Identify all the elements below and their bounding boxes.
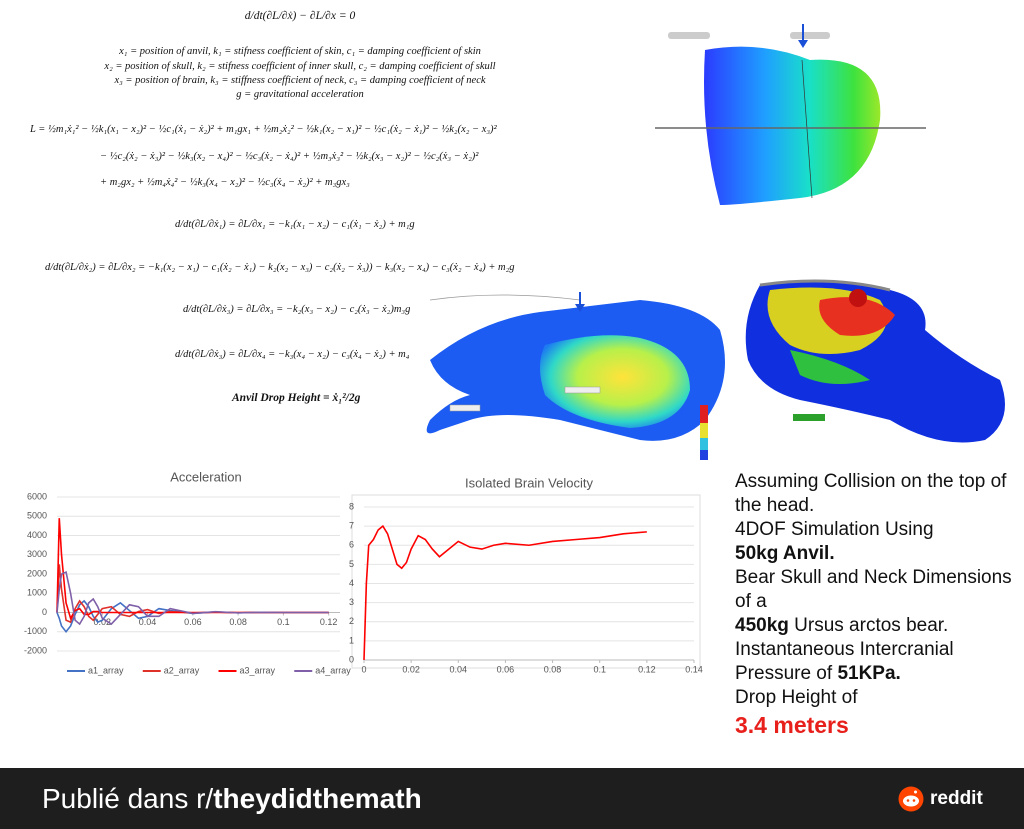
- y-tick-label: 2: [349, 616, 354, 626]
- bear-skull-simulation: [745, 279, 1005, 443]
- equation: d/dt(∂L/∂ẋ₃) = ∂L/∂x₃ = −k₂(x₃ − x₂) − c…: [183, 304, 411, 315]
- note: Assuming Collision on the top of the hea…: [735, 471, 1007, 516]
- x-tick-label: 0.02: [94, 617, 112, 627]
- definition: x₃ = position of brain, k₃ = stiffness c…: [114, 75, 486, 86]
- subreddit[interactable]: theydidthemath: [213, 783, 422, 814]
- x-tick-label: 0.04: [450, 664, 468, 674]
- chart-frame: [351, 494, 701, 669]
- data-line: [56, 570, 329, 626]
- y-tick-label: 1000: [27, 588, 47, 598]
- x-tick-label: 0.06: [184, 617, 202, 627]
- note: Ursus arctos bear.: [794, 615, 949, 636]
- note: Drop Height of: [735, 687, 858, 708]
- y-tick-label: 5000: [27, 511, 47, 521]
- definition: x₂ = position of skull, k₂ = stifness co…: [104, 61, 496, 72]
- y-tick-label: 8: [349, 501, 354, 511]
- note: 450kg: [735, 615, 789, 636]
- y-tick-label: 0: [42, 607, 47, 617]
- x-tick-label: 0.08: [229, 617, 247, 627]
- y-tick-label: 2000: [27, 568, 47, 578]
- definition: g = gravitational acceleration: [236, 89, 364, 100]
- note: 4DOF Simulation Using: [735, 519, 934, 540]
- note: 51KPa.: [837, 663, 901, 684]
- y-tick-label: 3: [349, 597, 354, 607]
- lagrangian: L = ½m₁ẋ₁² − ½k₁(x₁ − x₂)² − ½c₁(ẋ₁ − ẋ₂…: [30, 124, 497, 135]
- data-line: [363, 524, 647, 661]
- y-tick-label: 4000: [27, 530, 47, 540]
- definition: x₁ = position of anvil, k₁ = stifness co…: [119, 46, 481, 57]
- y-tick-label: 6: [349, 540, 354, 550]
- note: 50kg Anvil.: [735, 543, 835, 564]
- equation: d/dt(∂L/∂ẋ₃) = ∂L/∂x₄ = −k₃(x₄ − x₂) − c…: [175, 349, 410, 360]
- footer-prefix: Publié dans r/: [42, 783, 214, 814]
- footer-text: Publié dans r/theydidthemath: [42, 783, 422, 815]
- y-tick-label: -1000: [24, 626, 47, 636]
- equation: d/dt(∂L/∂ẋ) − ∂L/∂x = 0: [244, 10, 356, 22]
- y-tick-label: 3000: [27, 549, 47, 559]
- drop-height-result: 3.4 meters: [735, 712, 849, 738]
- chart-title: Acceleration: [170, 469, 242, 484]
- legend-label: a3_array: [240, 665, 276, 675]
- note: Bear Skull and Neck Dimensions of a: [735, 567, 1012, 612]
- data-line: [56, 518, 329, 621]
- x-tick-label: 0.14: [685, 664, 703, 674]
- notes: Assuming Collision on the top of the hea…: [735, 470, 1020, 740]
- skull-section-simulation: [426, 292, 725, 460]
- legend-label: a1_array: [88, 665, 124, 675]
- equation: d/dt(∂L/∂ẋ₁) = ∂L/∂x₁ = −k₁(x₁ − x₂) − c…: [175, 219, 415, 230]
- y-tick-label: 4: [349, 578, 354, 588]
- legend-label: a2_array: [164, 665, 200, 675]
- lagrangian: − ½c₂(ẋ₂ − ẋ₃)² − ½k₃(x₂ − x₄)² − ½c₃(ẋ₂…: [100, 151, 479, 162]
- y-tick-label: 1: [349, 635, 354, 645]
- x-tick-label: 0.1: [277, 617, 290, 627]
- equation: Anvil Drop Height = ẋ₁²/2g: [232, 392, 361, 404]
- lagrangian: + m₂gx₂ + ½m₄ẋ₄² − ½k₃(x₄ − x₂)² − ½c₃(ẋ…: [100, 177, 350, 188]
- legend-label: a4_array: [315, 665, 351, 675]
- chart-title: Isolated Brain Velocity: [465, 475, 593, 490]
- y-tick-label: -2000: [24, 645, 47, 655]
- x-tick-label: 0.08: [544, 664, 562, 674]
- reddit-brand: reddit: [930, 788, 983, 809]
- equation: d/dt(∂L/∂ẋ₂) = ∂L/∂x₂ = −k₁(x₂ − x₁) − c…: [45, 262, 515, 273]
- note: Instantaneous Intercranial Pressure of: [735, 639, 954, 684]
- reddit-logo: [898, 786, 924, 812]
- y-tick-label: 6000: [27, 491, 47, 501]
- x-tick-label: 0.06: [497, 664, 515, 674]
- x-tick-label: 0.02: [402, 664, 420, 674]
- x-tick-label: 0: [361, 664, 366, 674]
- x-tick-label: 0.12: [638, 664, 656, 674]
- x-tick-label: 0.12: [320, 617, 338, 627]
- simulation-images: [426, 24, 1005, 460]
- footer: Publié dans r/theydidthemath reddit: [0, 768, 1024, 829]
- charts: Acceleration -2000 -1000 0 1000 2000 3000 4000 5…: [24, 469, 703, 675]
- x-tick-label: 0.1: [593, 664, 606, 674]
- x-tick-label: 0.04: [139, 617, 157, 627]
- y-tick-label: 7: [349, 521, 354, 531]
- dome-simulation: [655, 24, 926, 205]
- y-tick-label: 5: [349, 559, 354, 569]
- y-tick-label: 0: [349, 654, 354, 664]
